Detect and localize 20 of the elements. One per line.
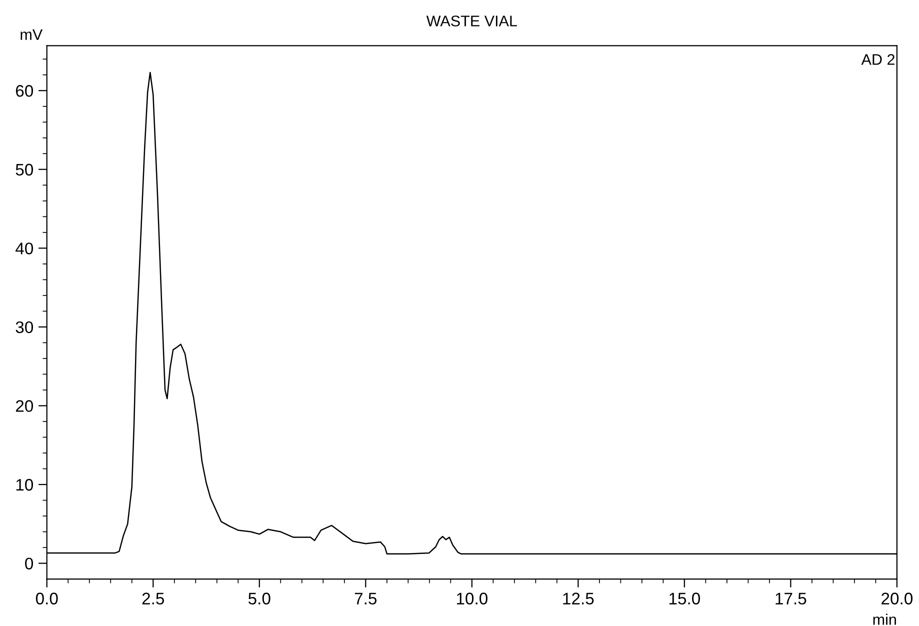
- x-tick-label: 5.0: [248, 592, 270, 604]
- x-tick-label: 12.5: [563, 592, 594, 604]
- annotation: AD 2: [861, 54, 894, 65]
- x-tick-label: 2.5: [142, 592, 164, 604]
- x-tick-label: 7.5: [354, 592, 377, 604]
- y-axis-title: mV: [20, 29, 43, 40]
- x-tick-label: 0.0: [36, 592, 58, 604]
- y-tick-label: 0: [25, 558, 34, 570]
- x-tick-label: 15.0: [669, 592, 700, 604]
- x-tick-label: 17.5: [776, 592, 806, 604]
- y-tick-label: 50: [16, 164, 34, 176]
- y-tick-label: 30: [16, 321, 34, 334]
- y-tick-label: 10: [16, 478, 34, 491]
- x-tick-label: 10.0: [456, 592, 488, 604]
- y-tick-label: 20: [16, 400, 34, 412]
- x-tick-label: 20.0: [882, 592, 913, 604]
- x-axis-title: min: [873, 614, 896, 625]
- y-tick-label: 60: [16, 85, 34, 97]
- chart-title: WASTE VIAL: [426, 16, 517, 26]
- y-tick-label: 40: [16, 242, 34, 254]
